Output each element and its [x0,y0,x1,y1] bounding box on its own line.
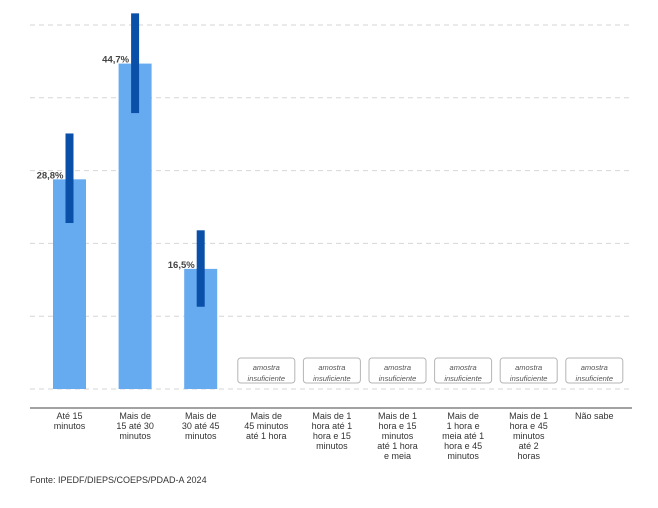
insufficient-label-5: insuficiente [379,374,417,383]
value-label-2: 16,5% [168,260,195,271]
insufficient-box-8 [565,357,624,384]
category-label-3: Mais de [251,411,283,421]
category-label-0: minutos [54,421,86,431]
category-label-2: 30 até 45 [182,421,220,431]
category-label-5: hora e 15 [378,421,416,431]
insufficient-label-5: amostra [384,363,411,372]
category-label-7: horas [517,451,540,461]
category-label-7: minutos [513,431,545,441]
insufficient-label-3: insuficiente [248,374,286,383]
category-label-6: Mais de [447,411,479,421]
insufficient-label-6: insuficiente [444,374,482,383]
insufficient-label-7: insuficiente [510,374,548,383]
insufficient-label-6: amostra [450,363,477,372]
category-label-1: Mais de [119,411,151,421]
insufficient-label-3: amostra [253,363,280,372]
insufficient-label-4: insuficiente [313,374,351,383]
category-label-5: até 1 hora [377,441,418,451]
category-label-2: Mais de [185,411,217,421]
insufficient-box-6 [434,357,493,384]
category-label-4: hora até 1 [312,421,353,431]
insufficient-label-4: amostra [318,363,345,372]
category-label-0: Até 15 [56,411,82,421]
category-label-8: Não sabe [575,411,614,421]
insufficient-box-4 [302,357,361,384]
category-label-6: minutos [447,451,479,461]
category-label-3: 45 minutos [244,421,289,431]
category-label-7: até 2 [519,441,539,451]
error-bar-2 [196,230,205,307]
value-label-1: 44,7% [102,55,129,66]
category-label-5: e meia [384,451,411,461]
insufficient-label-8: insuficiente [576,374,614,383]
value-label-0: 28,8% [37,170,64,181]
category-label-3: até 1 hora [246,431,287,441]
category-label-6: hora e 45 [444,441,482,451]
category-label-6: 1 hora e [447,421,480,431]
category-label-5: Mais de 1 [378,411,417,421]
category-label-2: minutos [185,431,217,441]
category-label-7: Mais de 1 [509,411,548,421]
category-label-6: meia até 1 [442,431,484,441]
category-label-5: minutos [382,431,414,441]
error-bar-0 [65,133,74,224]
insufficient-label-8: amostra [581,363,608,372]
insufficient-label-7: amostra [515,363,542,372]
insufficient-box-5 [368,357,427,384]
category-label-1: minutos [119,431,151,441]
source-note: Fonte: IPEDF/DIEPS/COEPS/PDAD-A 2024 [30,475,207,485]
category-label-7: hora e 45 [510,421,548,431]
category-label-1: 15 até 30 [116,421,154,431]
insufficient-box-7 [499,357,558,384]
category-label-4: hora e 15 [313,431,351,441]
insufficient-box-3 [237,357,296,384]
category-label-4: Mais de 1 [312,411,351,421]
bar-1 [118,63,152,390]
category-label-4: minutos [316,441,348,451]
error-bar-1 [131,13,140,114]
